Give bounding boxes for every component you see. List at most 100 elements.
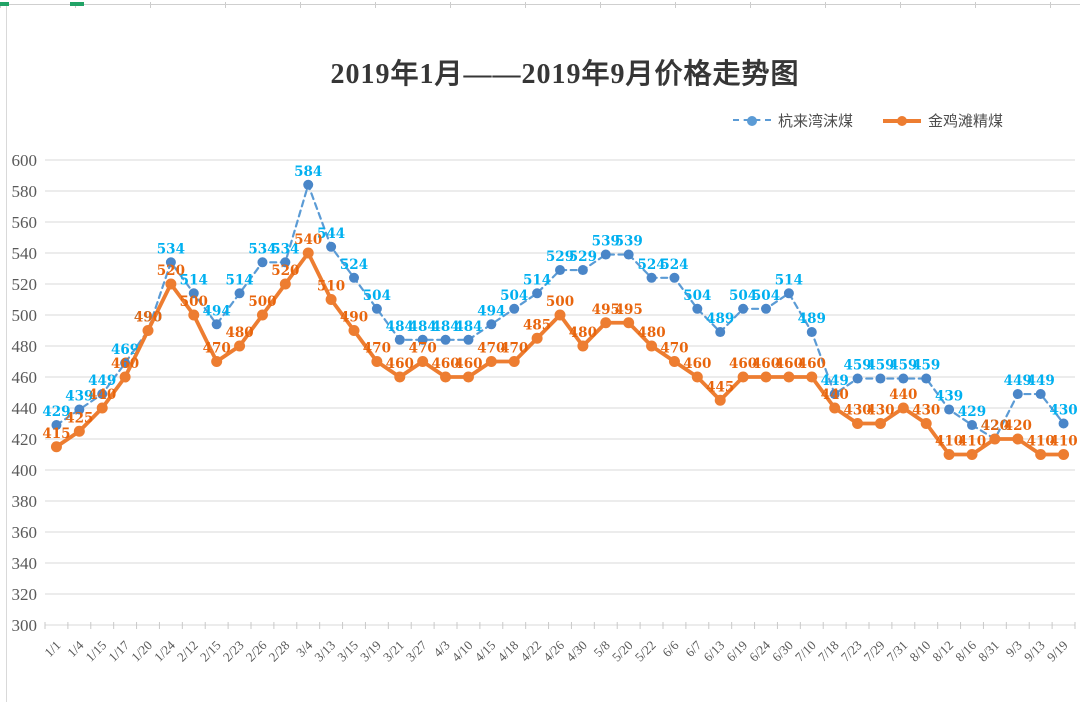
data-point-marker: [394, 334, 405, 345]
data-label: 430: [866, 403, 894, 419]
data-label: 495: [615, 302, 643, 318]
data-point-marker: [325, 294, 337, 305]
legend-item-hanglaiwan[interactable]: 杭来湾沫煤: [733, 110, 853, 131]
data-point-marker: [577, 265, 588, 276]
data-point-marker: [349, 272, 359, 283]
data-label: 524: [637, 257, 665, 273]
y-tick-label: 520: [12, 275, 38, 294]
data-label: 480: [569, 325, 597, 341]
x-category-label: 3/13: [311, 638, 338, 665]
x-category-label: 5/22: [632, 638, 659, 665]
data-point-marker: [531, 332, 543, 344]
data-point-marker: [669, 272, 680, 283]
data-label: 540: [294, 232, 322, 248]
sheet-selection-mark: [0, 2, 9, 6]
data-label: 449: [88, 373, 116, 389]
data-label: 460: [111, 356, 139, 372]
data-label: 460: [752, 356, 780, 372]
x-category-label: 3/21: [380, 638, 407, 665]
data-point-marker: [485, 356, 497, 367]
data-point-marker: [761, 303, 771, 314]
data-point-marker: [120, 358, 131, 369]
data-label: 500: [248, 294, 276, 310]
data-label: 484: [454, 319, 482, 335]
data-point-marker: [783, 371, 795, 383]
data-point-marker: [806, 371, 818, 383]
data-label: 539: [615, 234, 643, 250]
data-label: 470: [660, 341, 688, 357]
data-label: 445: [706, 379, 734, 395]
legend-swatch-solid-orange-icon: [883, 115, 922, 126]
x-category-label: 8/31: [975, 638, 1002, 665]
x-category-label: 8/12: [929, 638, 956, 665]
data-label: 459: [866, 358, 894, 374]
data-point-marker: [921, 373, 932, 384]
data-label: 460: [454, 356, 482, 372]
data-label: 415: [42, 426, 70, 442]
data-point-marker: [371, 303, 382, 314]
x-category-label: 4/30: [563, 638, 590, 665]
data-label: 430: [912, 403, 940, 419]
data-label: 494: [203, 303, 231, 319]
data-point-marker: [188, 288, 199, 299]
data-label: 420: [981, 418, 1009, 434]
y-tick-label: 540: [12, 244, 38, 263]
data-point-marker: [554, 309, 566, 321]
sheet-column-ticks: [0, 2, 1080, 8]
data-point-marker: [119, 371, 131, 383]
data-point-marker: [142, 325, 154, 336]
data-label: 484: [431, 319, 459, 335]
data-point-marker: [692, 303, 703, 314]
data-label: 429: [958, 404, 986, 420]
data-point-marker: [73, 425, 85, 437]
data-label: 439: [935, 389, 963, 405]
data-point-marker: [371, 356, 383, 367]
data-point-marker: [97, 389, 108, 400]
x-category-label: 7/10: [792, 638, 819, 665]
data-label: 490: [134, 310, 162, 326]
data-point-marker: [234, 288, 245, 299]
data-point-marker: [691, 371, 703, 383]
data-point-marker: [188, 309, 200, 321]
x-category-label: 9/3: [1003, 638, 1025, 660]
x-category-label: 4/18: [494, 638, 521, 665]
data-point-marker: [1012, 433, 1024, 445]
data-label: 529: [569, 249, 597, 265]
data-label: 524: [660, 257, 688, 273]
x-category-label: 4/10: [449, 638, 476, 665]
data-label: 514: [180, 272, 208, 288]
data-point-marker: [829, 402, 841, 414]
legend-label: 金鸡滩精煤: [928, 114, 1004, 130]
data-label: 484: [386, 319, 414, 335]
data-point-marker: [256, 309, 268, 321]
x-category-label: 8/10: [906, 638, 933, 665]
data-label: 459: [912, 358, 940, 374]
data-point-marker: [74, 404, 85, 415]
x-category-label: 1/24: [151, 637, 178, 664]
data-point-marker: [600, 249, 611, 260]
x-category-label: 1/1: [41, 638, 63, 660]
y-tick-label: 340: [12, 554, 38, 573]
y-tick-label: 480: [12, 337, 38, 356]
data-point-marker: [165, 278, 177, 290]
data-label: 420: [1004, 418, 1032, 434]
x-category-label: 2/15: [197, 638, 224, 665]
data-label: 490: [340, 310, 368, 326]
x-category-label: 2/12: [174, 638, 201, 665]
data-point-marker: [96, 402, 108, 414]
data-label: 504: [729, 288, 757, 304]
legend-item-jinjitan[interactable]: 金鸡滩精煤: [883, 110, 1003, 131]
data-label: 440: [88, 387, 116, 403]
data-point-marker: [623, 249, 634, 260]
y-tick-label: 380: [12, 492, 38, 511]
data-label: 470: [363, 341, 391, 357]
data-label: 460: [798, 356, 826, 372]
data-point-marker: [51, 420, 62, 431]
data-label: 504: [500, 288, 528, 304]
data-label: 489: [706, 311, 734, 327]
data-point-marker: [1058, 449, 1070, 460]
data-label: 504: [683, 288, 711, 304]
x-category-label: 6/6: [659, 637, 682, 660]
